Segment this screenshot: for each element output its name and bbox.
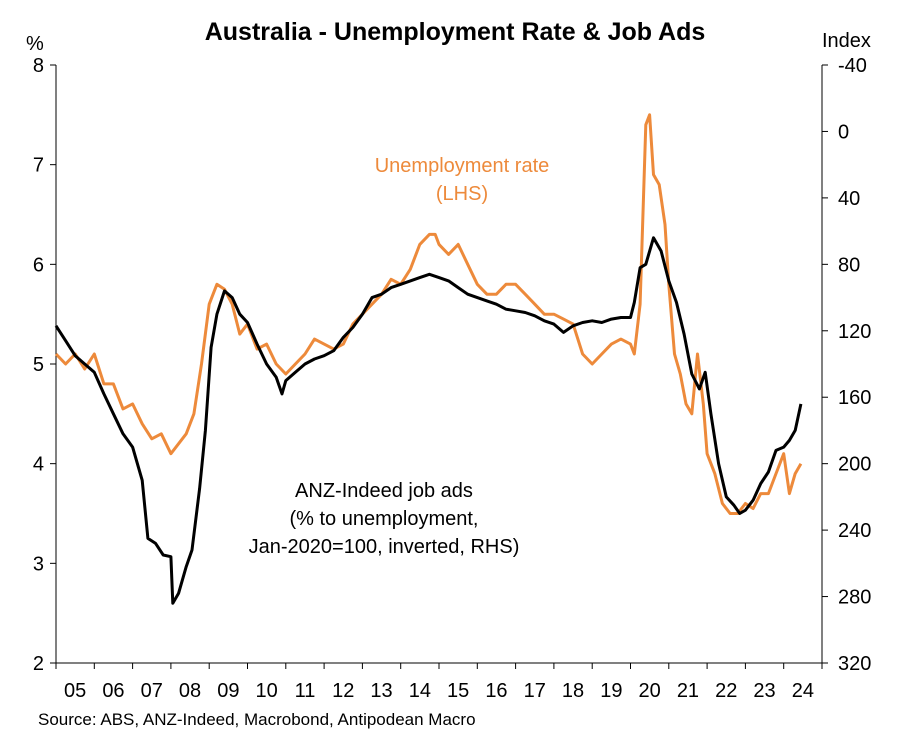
right-tick-label: 280 xyxy=(838,587,871,609)
right-tick-label: 160 xyxy=(838,387,871,409)
left-tick-label: 4 xyxy=(33,454,44,476)
job-ads-line xyxy=(54,236,803,605)
right-tick-label: 320 xyxy=(838,653,871,675)
chart-title: Australia - Unemployment Rate & Job Ads xyxy=(205,18,706,46)
x-tick-label: 19 xyxy=(600,680,622,702)
x-axis-ticks: 05 06 07 08 09 10 11 12 13 14 15 16 17 18 19 20 21 22 23 24 xyxy=(55,663,823,702)
x-tick-label: 17 xyxy=(524,680,546,702)
right-axis-unit: Index xyxy=(822,30,871,52)
right-tick-label: 0 xyxy=(838,121,849,143)
x-tick-label: 14 xyxy=(409,680,431,702)
x-tick-label: 18 xyxy=(562,680,584,702)
right-axis-ticks: -40 0 40 80 120 160 200 240 280 320 xyxy=(822,55,871,675)
right-tick-label: 40 xyxy=(838,188,860,210)
job-ads-annotation-line1: ANZ-Indeed job ads xyxy=(295,480,473,502)
left-tick-label: 7 xyxy=(33,155,44,177)
x-tick-label: 13 xyxy=(370,680,392,702)
left-axis-ticks: 2 3 4 5 6 7 8 xyxy=(33,55,56,675)
x-tick-label: 10 xyxy=(256,680,278,702)
left-tick-label: 8 xyxy=(33,55,44,77)
x-tick-label: 21 xyxy=(677,680,699,702)
x-tick-label: 15 xyxy=(447,680,469,702)
left-tick-label: 6 xyxy=(33,254,44,276)
unemployment-rate-line xyxy=(54,113,803,515)
x-tick-label: 09 xyxy=(217,680,239,702)
x-tick-label: 08 xyxy=(179,680,201,702)
x-tick-label: 22 xyxy=(715,680,737,702)
right-tick-label: 240 xyxy=(838,520,871,542)
job-ads-annotation-line3: Jan-2020=100, inverted, RHS) xyxy=(249,536,520,558)
unemployment-annotation-line1: Unemployment rate xyxy=(375,155,550,177)
left-tick-label: 2 xyxy=(33,653,44,675)
right-tick-label: 200 xyxy=(838,454,871,476)
left-tick-label: 5 xyxy=(33,354,44,376)
right-tick-label: -40 xyxy=(838,55,867,77)
x-tick-label: 20 xyxy=(639,680,661,702)
x-tick-label: 07 xyxy=(141,680,163,702)
x-tick-label: 11 xyxy=(295,680,316,702)
left-axis-unit: % xyxy=(26,33,44,55)
x-tick-label: 06 xyxy=(102,680,124,702)
x-tick-label: 05 xyxy=(64,680,86,702)
job-ads-annotation-line2: (% to unemployment, xyxy=(290,508,479,530)
left-tick-label: 3 xyxy=(33,553,44,575)
x-tick-label: 12 xyxy=(332,680,354,702)
x-tick-label: 16 xyxy=(485,680,507,702)
x-tick-label: 24 xyxy=(792,680,814,702)
x-tick-label: 23 xyxy=(753,680,775,702)
source-note: Source: ABS, ANZ-Indeed, Macrobond, Anti… xyxy=(38,710,476,729)
right-tick-label: 80 xyxy=(838,254,860,276)
unemployment-annotation-line2: (LHS) xyxy=(436,183,488,205)
right-tick-label: 120 xyxy=(838,321,871,343)
